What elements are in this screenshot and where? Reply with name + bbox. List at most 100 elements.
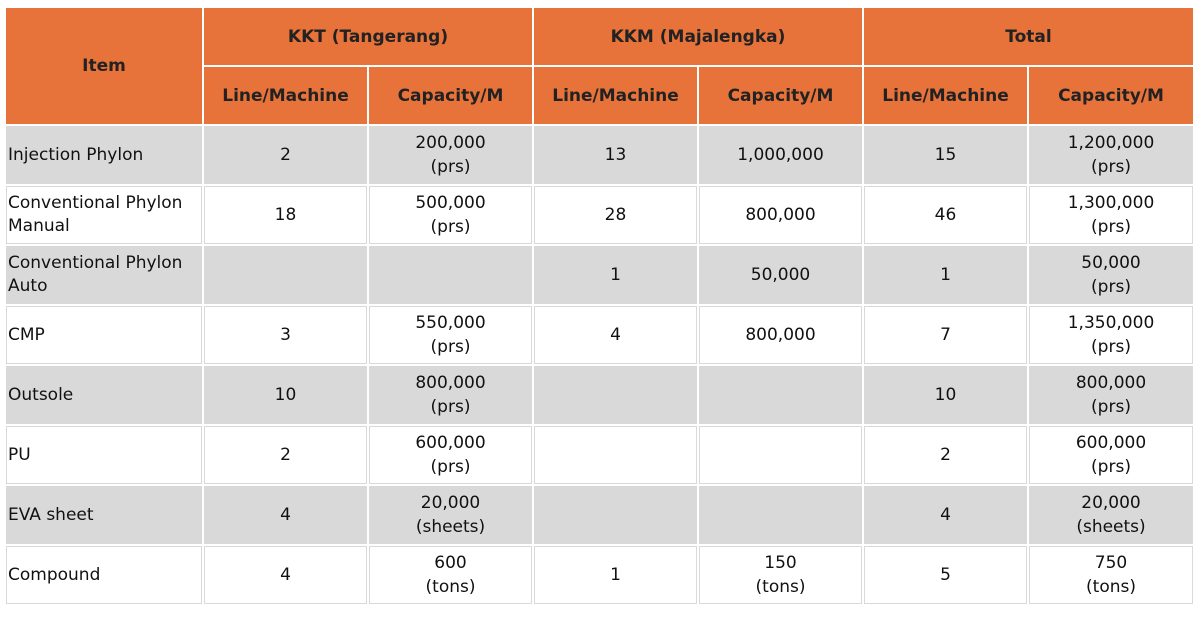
cell-line: 1,350,000 <box>1067 313 1155 333</box>
item-cell: Outsole <box>6 366 202 424</box>
value-cell: 600,000 (prs) <box>369 426 532 484</box>
value-cell: 1 <box>864 246 1027 304</box>
subheader-cell: Capacity/M <box>1029 67 1193 124</box>
value-cell: 200,000 (prs) <box>369 126 532 184</box>
subheader-cell: Line/Machine <box>204 67 367 124</box>
cell-line: (prs) <box>430 337 471 357</box>
value-cell: 1,350,000 (prs) <box>1029 306 1193 364</box>
cell-line: (tons) <box>755 577 806 597</box>
value-cell: 5 <box>864 546 1027 604</box>
cell-line: 500,000 <box>415 193 486 213</box>
cell-line: 20,000 <box>1081 493 1141 513</box>
value-cell: 800,000 (prs) <box>1029 366 1193 424</box>
subheader-cell: Capacity/M <box>369 67 532 124</box>
value-cell: 4 <box>204 486 367 544</box>
value-cell: 20,000 (sheets) <box>1029 486 1193 544</box>
table-body: Injection Phylon 2 200,000 (prs) 13 1,000,000… <box>6 126 1193 604</box>
value-cell <box>699 366 862 424</box>
table-row: PU 2 600,000 (prs) 2 600,000 (prs) <box>6 426 1193 484</box>
table-row: Outsole 10 800,000 (prs) 10 800,000 (prs) <box>6 366 1193 424</box>
cell-line: (tons) <box>425 577 476 597</box>
value-cell: 10 <box>864 366 1027 424</box>
value-cell: 150 (tons) <box>699 546 862 604</box>
value-cell: 20,000 (sheets) <box>369 486 532 544</box>
cell-line: (prs) <box>430 457 471 477</box>
group-header: KKM (Majalengka) <box>534 8 862 65</box>
table-row: EVA sheet 4 20,000 (sheets) 4 20,000 (sheets) <box>6 486 1193 544</box>
value-cell <box>204 246 367 304</box>
value-cell: 28 <box>534 186 697 244</box>
cell-line: 150 <box>764 553 797 573</box>
header-cell: Item <box>6 8 202 124</box>
item-cell: Conventional Phylon Manual <box>6 186 202 244</box>
cell-line: 50,000 <box>1081 253 1141 273</box>
value-cell: 500,000 (prs) <box>369 186 532 244</box>
cell-line: (prs) <box>430 397 471 417</box>
table-row: Conventional Phylon Manual 18 500,000 (prs)… <box>6 186 1193 244</box>
item-cell: PU <box>6 426 202 484</box>
cell-line: (prs) <box>1091 337 1131 357</box>
value-cell: 4 <box>204 546 367 604</box>
item-cell: CMP <box>6 306 202 364</box>
cell-line: 550,000 <box>415 313 486 333</box>
value-cell: 46 <box>864 186 1027 244</box>
subheader-cell: Capacity/M <box>699 67 862 124</box>
value-cell: 2 <box>204 426 367 484</box>
cell-line: 600,000 <box>1075 433 1147 453</box>
value-cell: 1,200,000 (prs) <box>1029 126 1193 184</box>
value-cell: 2 <box>864 426 1027 484</box>
value-cell: 1 <box>534 246 697 304</box>
cell-line: 600,000 <box>415 433 486 453</box>
cell-line: (prs) <box>430 217 471 237</box>
item-cell: Conventional Phylon Auto <box>6 246 202 304</box>
cell-line: 1,300,000 <box>1067 193 1155 213</box>
cell-line: 800,000 <box>415 373 486 393</box>
cell-line: 750 <box>1094 553 1128 573</box>
value-cell: 18 <box>204 186 367 244</box>
value-cell: 1,300,000 (prs) <box>1029 186 1193 244</box>
value-cell: 800,000 <box>699 186 862 244</box>
table-row: Injection Phylon 2 200,000 (prs) 13 1,000,000… <box>6 126 1193 184</box>
value-cell: 750 (tons) <box>1029 546 1193 604</box>
table-header: Item KKT (Tangerang) KKM (Majalengka) To… <box>6 8 1193 124</box>
subheader-cell: Line/Machine <box>864 67 1027 124</box>
value-cell <box>534 426 697 484</box>
capacity-table: Item KKT (Tangerang) KKM (Majalengka) To… <box>4 6 1195 606</box>
cell-line: 800,000 <box>1075 373 1147 393</box>
cell-line: 20,000 <box>420 493 481 513</box>
value-cell: 550,000 (prs) <box>369 306 532 364</box>
value-cell: 800,000 <box>699 306 862 364</box>
value-cell: 10 <box>204 366 367 424</box>
value-cell: 50,000 <box>699 246 862 304</box>
value-cell <box>699 486 862 544</box>
group-header: Total <box>864 8 1193 65</box>
item-cell: Compound <box>6 546 202 604</box>
cell-line: (prs) <box>1091 217 1131 237</box>
value-cell: 4 <box>864 486 1027 544</box>
item-cell: EVA sheet <box>6 486 202 544</box>
value-cell: 7 <box>864 306 1027 364</box>
cell-line: (prs) <box>1091 397 1131 417</box>
cell-line: 600 <box>434 553 467 573</box>
cell-line: 200,000 <box>415 133 486 153</box>
cell-line: (sheets) <box>1076 517 1146 537</box>
group-header: KKT (Tangerang) <box>204 8 532 65</box>
table-row: Compound 4 600 (tons) 1 150 (tons) 5 750 (tons) <box>6 546 1193 604</box>
cell-line: (prs) <box>430 157 471 177</box>
value-cell <box>534 486 697 544</box>
value-cell: 3 <box>204 306 367 364</box>
value-cell: 600 (tons) <box>369 546 532 604</box>
table-row: Conventional Phylon Auto 1 50,000 1 50,000 (p… <box>6 246 1193 304</box>
value-cell: 15 <box>864 126 1027 184</box>
cell-line: (tons) <box>1086 577 1136 597</box>
value-cell: 2 <box>204 126 367 184</box>
value-cell: 1,000,000 <box>699 126 862 184</box>
value-cell: 1 <box>534 546 697 604</box>
value-cell: 600,000 (prs) <box>1029 426 1193 484</box>
table-row: CMP 3 550,000 (prs) 4 800,000 7 1,350,000 (prs) <box>6 306 1193 364</box>
value-cell: 13 <box>534 126 697 184</box>
value-cell: 50,000 (prs) <box>1029 246 1193 304</box>
item-cell: Injection Phylon <box>6 126 202 184</box>
cell-line: (sheets) <box>415 517 486 537</box>
